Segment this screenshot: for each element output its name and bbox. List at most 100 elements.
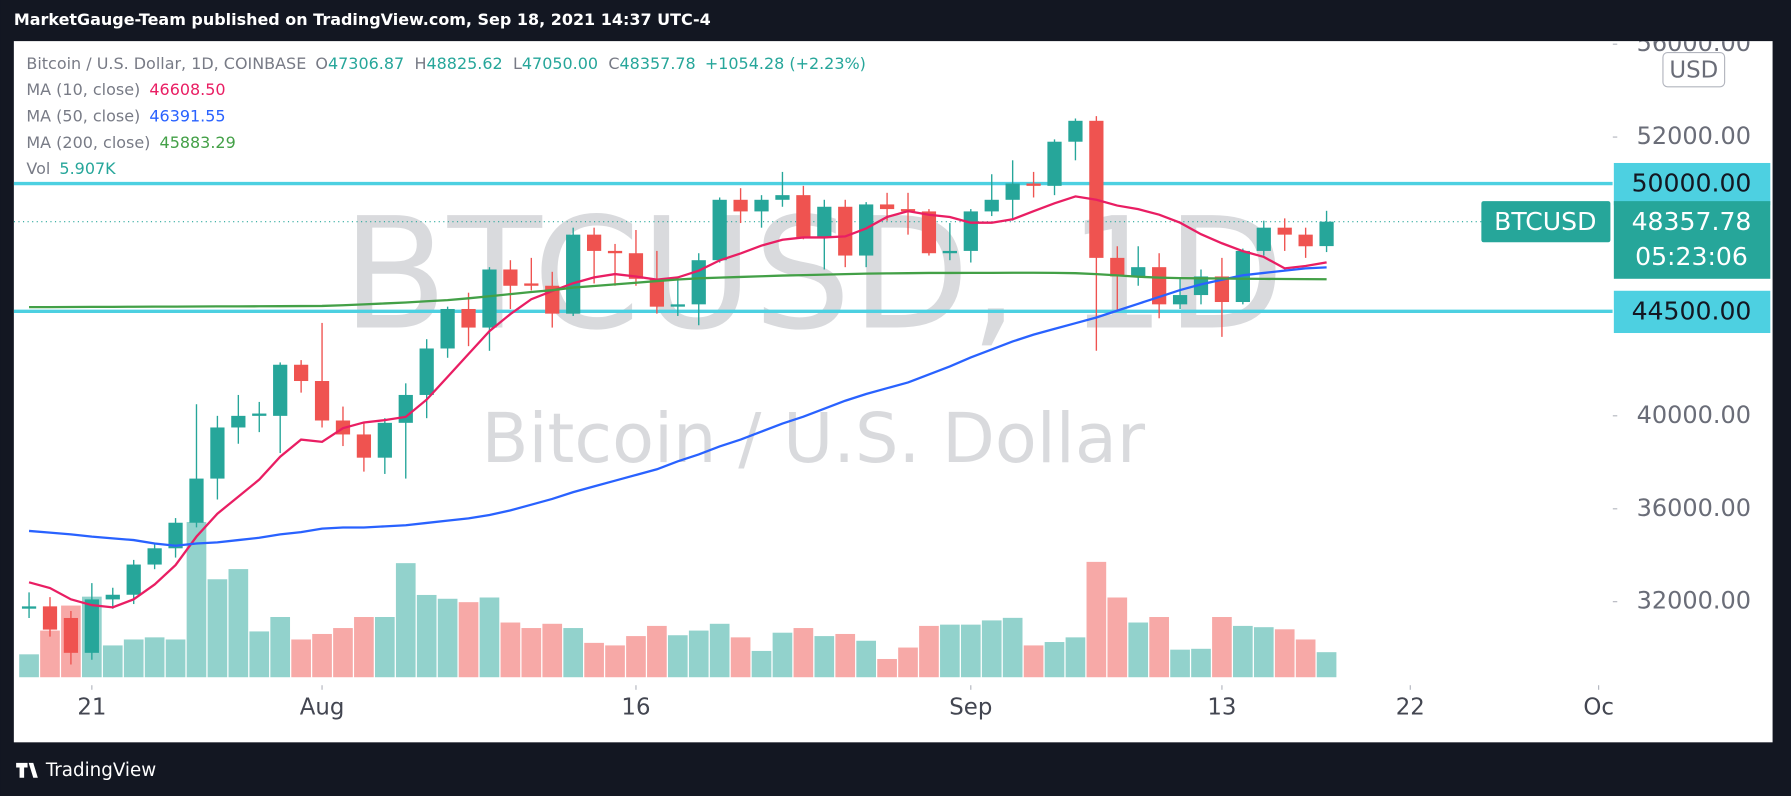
candle-body [1256,227,1271,251]
volume-bar [709,623,730,678]
y-tick-label: 32000.00 [1637,587,1751,615]
candle-body [733,199,748,212]
legend-value: 48357.78 [620,53,696,72]
x-tick-label: Sep [949,695,992,721]
volume-bar [165,639,186,678]
y-tick-label: 36000.00 [1637,494,1751,522]
header: MarketGauge-Team published on TradingVie… [14,10,711,29]
volume-bar [500,622,521,678]
candle-body [231,415,246,428]
candle-body [210,427,225,479]
candle-body [670,304,685,307]
candle-body [566,234,581,314]
volume-bar [40,630,60,678]
candle-body [273,364,288,416]
volume-bar [730,637,751,678]
volume-bar [521,628,542,678]
candle-body [796,195,811,237]
volume-bar [437,598,458,678]
volume-bar [1149,617,1169,678]
ticker-box [1481,201,1611,243]
volume-bar [333,628,353,678]
candle-body [1110,257,1125,277]
volume-bar [835,633,856,678]
volume-bar [19,654,39,678]
legend-key: O [315,53,328,72]
hline-label: 44500.00 [1632,296,1752,325]
candle-body [1089,120,1104,258]
volume-bar [960,624,981,678]
candle-body [1214,276,1230,303]
candle-body [356,434,372,458]
legend-main: Bitcoin / U.S. Dollar, 1D, COINBASE O4730… [26,53,866,72]
candle-body [1047,141,1062,186]
legend-ma-value: 45883.29 [160,132,236,151]
volume-bar [270,617,291,678]
candle-body [21,606,37,609]
volume-bar [416,594,437,678]
volume-bar [688,630,709,678]
volume-bar [1316,652,1337,678]
watermark-sub: Bitcoin / U.S. Dollar [482,399,1146,479]
candle-body [1298,234,1313,247]
legend-ma-name: MA (200, close) [26,132,150,151]
countdown: 05:23:06 [1635,242,1748,271]
x-tick-label: Oc [1583,695,1614,721]
last-price-box [1613,201,1771,279]
candle-body [1005,183,1020,200]
volume-bar [751,650,772,678]
volume-bar [312,633,332,678]
volume-bar [772,632,793,678]
legend-ma-value: 46608.50 [149,80,225,99]
volume-bar [1107,597,1128,678]
legend-ma: MA (50, close) 46391.55 [26,106,225,125]
volume-bar [981,620,1002,678]
legend-volume-value: 5.907K [59,159,116,178]
candle-body [879,204,895,210]
volume-bar [793,628,814,678]
candle-body [963,211,978,251]
volume-bar [1002,617,1023,678]
candle-body [314,381,330,421]
candle-body [859,204,874,256]
moving-average [28,195,1327,609]
legend-value: 47050.00 [522,53,598,72]
candle-body [84,599,99,653]
moving-average [29,271,1327,309]
y-tick-label: 40000.00 [1637,401,1751,429]
candle-body [398,394,413,423]
candle-body [1277,227,1292,235]
volume-bar [374,617,395,678]
candle-body [1131,267,1146,277]
candle-body [482,269,497,328]
volume-bar [1128,622,1149,678]
volume-bar [1191,648,1211,678]
legend-ma-value: 46391.55 [149,106,225,125]
legend-ma: MA (200, close) 45883.29 [26,132,235,151]
y-tick-label: 52000.00 [1637,122,1751,150]
volume-bar [186,522,207,678]
volume-bar [249,631,270,678]
volume-bar [1274,629,1295,678]
volume-bar [354,617,374,678]
volume-bar [479,597,500,678]
candle-body [754,199,769,212]
volume-bar [626,636,646,678]
candle-body [586,234,602,251]
volume-bar [919,625,939,678]
volume-bar [1065,637,1086,678]
hline-label-box [1613,290,1771,334]
legend-symbol: Bitcoin / U.S. Dollar, 1D, COINBASE [26,53,306,72]
legend-volume: Vol 5.907K [26,159,116,178]
candle-body [63,617,79,653]
candle-body [105,594,120,600]
currency-button [1662,51,1726,88]
legend-key: C [608,53,619,72]
x-tick-label: 13 [1207,695,1236,721]
candle-body [607,250,623,254]
candle-body [775,195,790,200]
volume-bar [877,658,897,678]
hline-label-box [1613,162,1771,206]
